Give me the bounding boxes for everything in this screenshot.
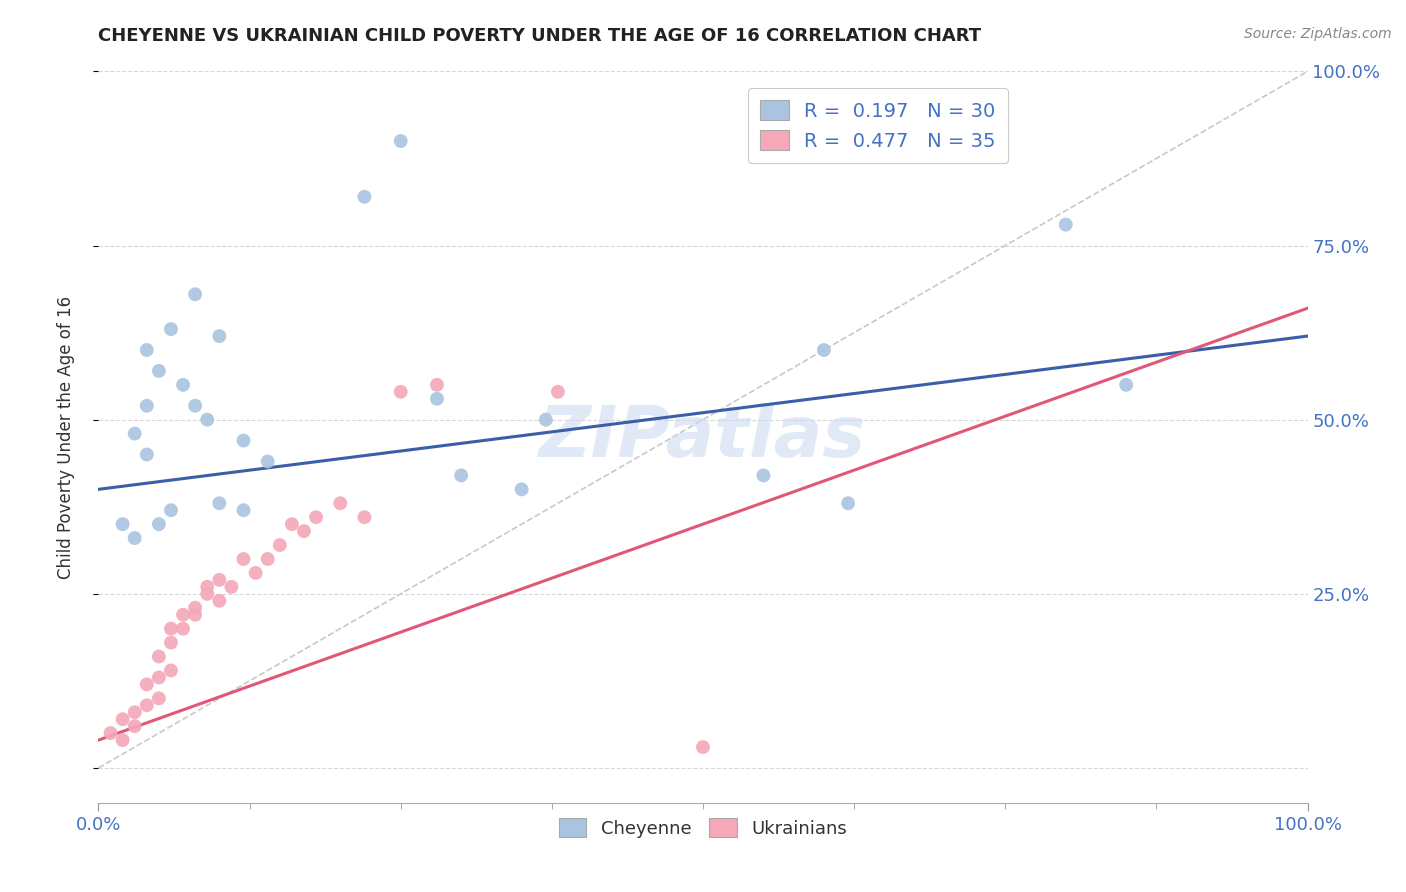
Point	[221, 580, 243, 594]
Point	[426, 377, 449, 392]
Point	[135, 698, 157, 713]
Point	[148, 670, 170, 684]
Point	[124, 531, 146, 545]
Point	[124, 719, 146, 733]
Point	[172, 607, 194, 622]
Point	[208, 496, 231, 510]
Point	[148, 517, 170, 532]
Y-axis label: Child Poverty Under the Age of 16: Child Poverty Under the Age of 16	[56, 295, 75, 579]
Point	[837, 496, 859, 510]
Point	[256, 552, 278, 566]
Point	[135, 677, 157, 691]
Point	[510, 483, 533, 497]
Point	[450, 468, 472, 483]
Point	[135, 399, 157, 413]
Text: ZIPatlas: ZIPatlas	[540, 402, 866, 472]
Point	[148, 691, 170, 706]
Point	[232, 503, 254, 517]
Point	[184, 607, 207, 622]
Point	[353, 190, 375, 204]
Point	[111, 733, 134, 747]
Point	[160, 322, 183, 336]
Point	[353, 510, 375, 524]
Point	[111, 517, 134, 532]
Point	[1115, 377, 1137, 392]
Point	[232, 434, 254, 448]
Point	[292, 524, 315, 538]
Point	[160, 503, 183, 517]
Point	[426, 392, 449, 406]
Point	[124, 426, 146, 441]
Point	[135, 343, 157, 357]
Point	[184, 399, 207, 413]
Point	[195, 580, 218, 594]
Point	[389, 134, 412, 148]
Point	[148, 364, 170, 378]
Point	[160, 664, 183, 678]
Point	[813, 343, 835, 357]
Point	[752, 468, 775, 483]
Point	[135, 448, 157, 462]
Point	[100, 726, 122, 740]
Point	[160, 635, 183, 649]
Text: Source: ZipAtlas.com: Source: ZipAtlas.com	[1244, 27, 1392, 41]
Point	[160, 622, 183, 636]
Point	[172, 377, 194, 392]
Point	[245, 566, 267, 580]
Point	[269, 538, 291, 552]
Text: CHEYENNE VS UKRAINIAN CHILD POVERTY UNDER THE AGE OF 16 CORRELATION CHART: CHEYENNE VS UKRAINIAN CHILD POVERTY UNDE…	[98, 27, 981, 45]
Point	[111, 712, 134, 726]
Point	[195, 587, 218, 601]
Point	[184, 287, 207, 301]
Point	[195, 412, 218, 426]
Legend: Cheyenne, Ukrainians: Cheyenne, Ukrainians	[553, 811, 853, 845]
Point	[172, 622, 194, 636]
Point	[208, 594, 231, 608]
Point	[305, 510, 328, 524]
Point	[184, 600, 207, 615]
Point	[124, 705, 146, 719]
Point	[256, 454, 278, 468]
Point	[281, 517, 304, 532]
Point	[329, 496, 352, 510]
Point	[208, 573, 231, 587]
Point	[148, 649, 170, 664]
Point	[692, 740, 714, 755]
Point	[534, 412, 557, 426]
Point	[1054, 218, 1077, 232]
Point	[547, 384, 569, 399]
Point	[232, 552, 254, 566]
Point	[389, 384, 412, 399]
Point	[208, 329, 231, 343]
